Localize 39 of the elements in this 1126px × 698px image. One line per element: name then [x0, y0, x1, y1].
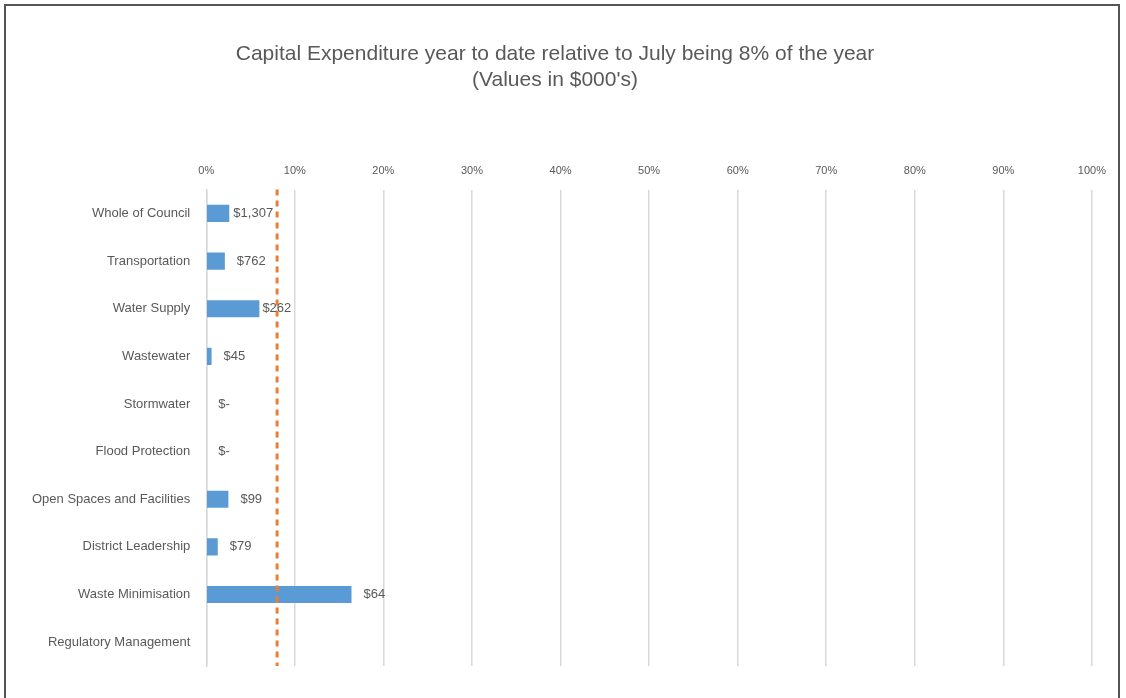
x-tick-label: 100%	[1077, 164, 1107, 177]
x-tick-label: 50%	[638, 164, 661, 177]
annotation: $99	[240, 490, 263, 506]
annotation: $762	[236, 252, 266, 268]
x-tick-label: 0%	[198, 164, 215, 177]
chart-title: Capital Expenditure year to date relative to July being 8% of the year	[235, 41, 875, 65]
y-tick-label: Open Spaces and Facilities	[31, 490, 191, 506]
bar	[207, 347, 212, 365]
x-tick-label: 20%	[372, 164, 395, 177]
annotation: $45	[223, 347, 246, 363]
y-tick-label: Waste Minimisation	[78, 586, 191, 602]
y-tick-label: Transportation	[106, 252, 191, 268]
annotation: $-	[218, 395, 230, 411]
annotation: $79	[229, 538, 252, 554]
y-tick-label: Whole of Council	[91, 205, 191, 220]
y-tick-label: Flood Protection	[95, 443, 191, 459]
y-tick-label: Stormwater	[123, 395, 191, 411]
y-tick-label: District Leadership	[82, 538, 191, 554]
x-tick-label: 80%	[903, 164, 927, 177]
annotation: $262	[262, 300, 292, 316]
y-tick-label: Water Supply	[112, 300, 191, 316]
x-tick-label: 10%	[283, 164, 307, 177]
x-tick-label: 30%	[460, 164, 484, 177]
annotation: $64	[363, 586, 386, 602]
annotation: $-	[218, 443, 230, 459]
bar	[207, 490, 229, 508]
chart-subtitle: (Values in $000's)	[472, 66, 638, 90]
annotation: $1,307	[233, 205, 274, 220]
bar	[207, 585, 352, 604]
bar	[207, 538, 218, 556]
y-tick-label: Wastewater	[122, 347, 191, 363]
x-tick-label: 40%	[549, 164, 572, 177]
bar	[207, 204, 230, 222]
y-tick-label: Regulatory Management	[47, 633, 191, 649]
x-tick-label: 60%	[726, 164, 749, 177]
bar	[207, 300, 260, 318]
x-tick-label: 90%	[992, 164, 1015, 177]
bar	[207, 252, 225, 270]
x-tick-label: 70%	[815, 164, 838, 177]
